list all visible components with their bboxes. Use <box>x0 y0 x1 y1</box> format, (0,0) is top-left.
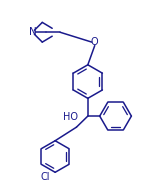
Text: O: O <box>91 37 99 47</box>
Text: HO: HO <box>62 112 78 122</box>
Text: N: N <box>28 27 36 37</box>
Text: Cl: Cl <box>40 172 50 182</box>
